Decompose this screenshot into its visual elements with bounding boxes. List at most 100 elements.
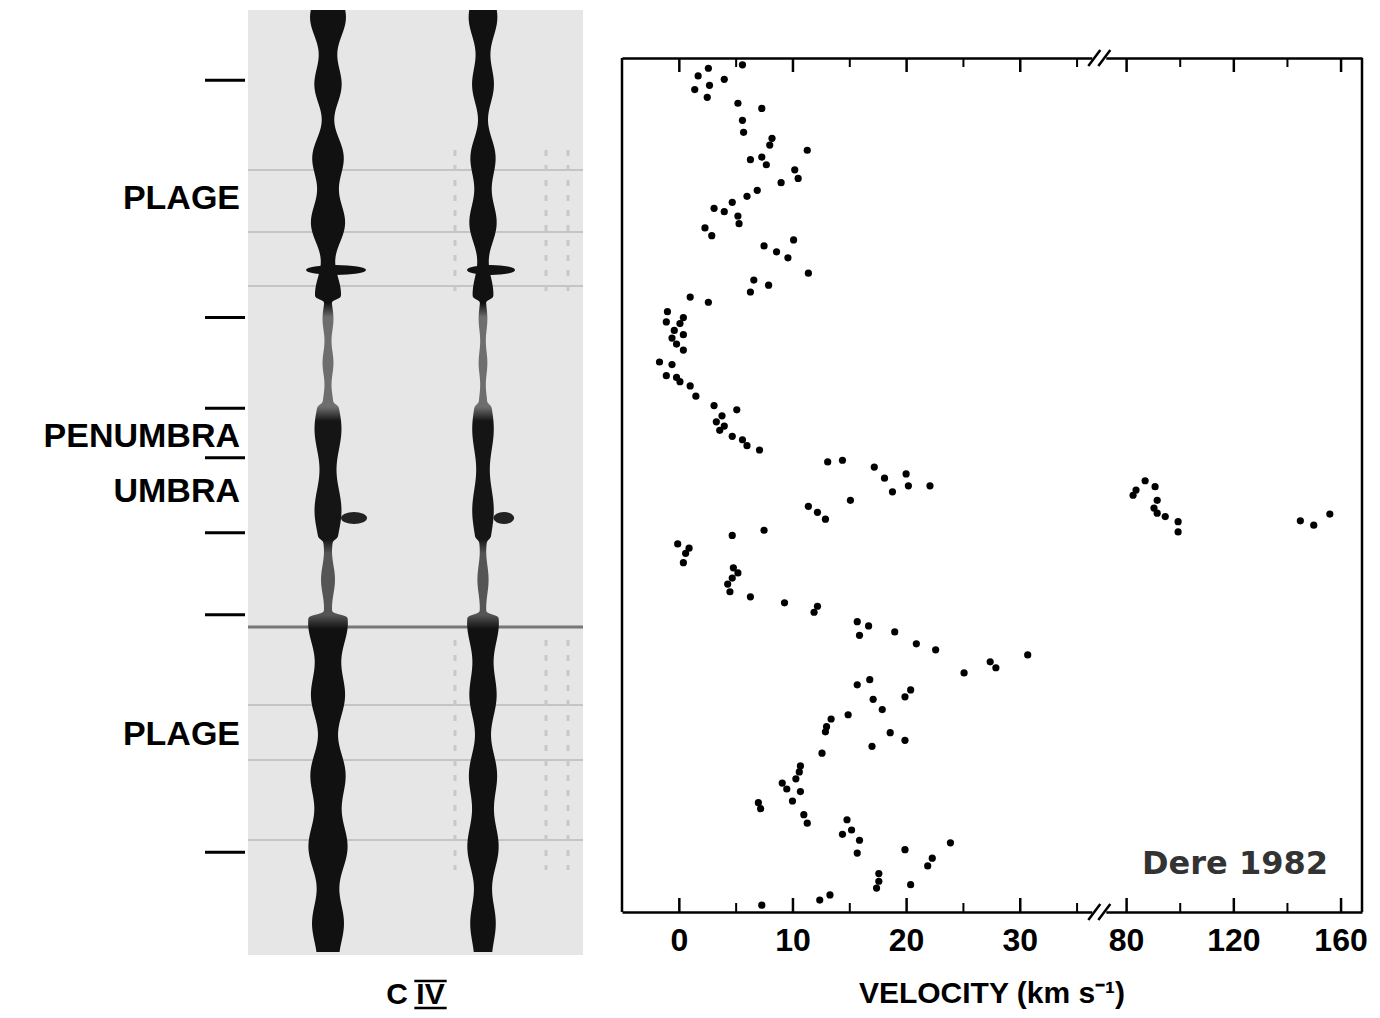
data-point [929,855,936,862]
x-minor-tick [1287,903,1288,912]
data-point [779,779,786,786]
data-point [845,711,852,718]
data-point [695,72,702,79]
spectral-feature [467,265,515,275]
x-minor-tick-mark [1076,58,1078,67]
data-point [865,622,872,629]
data-point [866,676,873,683]
x-minor-ticks [1180,58,1287,67]
x-minor-ticks [736,58,1077,67]
y-tick [205,531,245,534]
x-minor-tick [736,58,737,67]
data-point [674,540,681,547]
data-point [839,831,846,838]
data-point [924,862,931,869]
x-tick-label: 80 [1109,922,1145,958]
x-minor-tick [1180,903,1181,912]
data-point [839,457,846,464]
data-point [758,902,765,909]
data-point [926,482,933,489]
y-tick [205,613,245,616]
x-tick-mark [905,898,908,912]
data-point [987,658,994,665]
data-point [891,628,898,635]
y-tick [205,316,245,319]
spectral-feature [306,265,366,275]
image-streak [248,839,583,841]
spectral-feature [341,512,367,524]
data-point [871,463,878,470]
y-tick [205,851,245,854]
axis-break [1088,904,1110,920]
data-point [734,100,741,107]
chart-svg: PLAGEPENUMBRAUMBRAPLAGEC IV0102030801201… [0,0,1380,1018]
x-tick-mark [792,898,795,912]
x-tick-mark [678,898,681,912]
data-point [854,681,861,688]
data-point [765,282,772,289]
data-point [733,406,740,413]
data-point [1175,528,1182,535]
numeral-bar [414,980,446,983]
data-point [680,331,687,338]
data-point [854,618,861,625]
data-point [664,308,671,315]
data-point [740,129,747,136]
data-point [760,242,767,249]
frame [1361,58,1364,912]
data-point [781,599,788,606]
spectral-line [467,10,499,952]
data-point [656,358,663,365]
data-point [881,475,888,482]
axis-break-mark [1088,50,1100,66]
data-point [726,588,733,595]
data-point [796,768,803,775]
x-axis-top [623,58,1100,72]
data-point [680,559,687,566]
x-minor-tick [849,903,850,912]
data-point [1154,497,1161,504]
points [656,61,1334,909]
data-point [826,891,833,898]
data-point [797,788,804,795]
data-point [1310,522,1317,529]
data-point [718,412,725,419]
data-point [847,497,854,504]
y-tick [205,79,245,82]
x-tick-mark [1233,898,1236,912]
data-point [791,166,798,173]
image-background [248,10,583,955]
data-point [907,881,914,888]
data-point [766,142,773,149]
data-point [1024,651,1031,658]
x-axis-line [1100,57,1363,60]
data-point [1175,518,1182,525]
data-point [824,458,831,465]
data-point [747,156,754,163]
data-point [816,896,823,903]
data-point [721,208,728,215]
x-axis-line [623,911,1100,914]
region-label: PLAGE [123,178,240,216]
x-minor-tick-mark [1286,58,1288,67]
data-point [870,696,877,703]
data-point [856,632,863,639]
numeral-bar [414,1007,446,1010]
frame [621,58,624,912]
data-point [663,372,670,379]
x-minor-tick-mark [962,58,964,67]
data-point [875,870,882,877]
data-point [1154,510,1161,517]
data-point [854,849,861,856]
data-point [792,775,799,782]
data-point [828,715,835,722]
data-point [875,878,882,885]
data-point [778,179,785,186]
data-point [805,503,812,510]
y-tick [205,456,245,459]
x-tick-mark [678,58,681,72]
data-point [947,839,954,846]
data-point [704,94,711,101]
data-point [710,402,717,409]
data-point [1162,513,1169,520]
